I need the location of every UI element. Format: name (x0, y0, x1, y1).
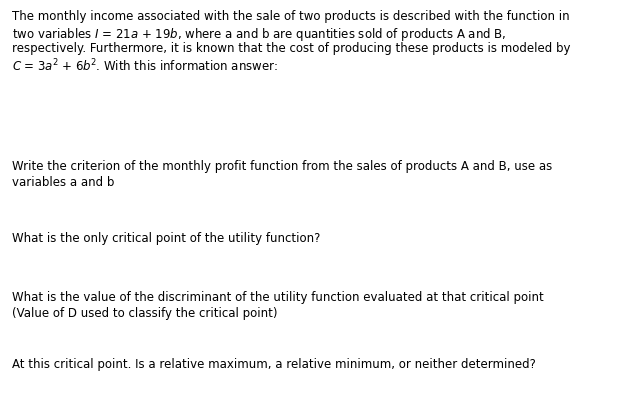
Text: The monthly income associated with the sale of two products is described with th: The monthly income associated with the s… (12, 10, 570, 23)
Text: $\it{C}$ = 3$\it{a}$$^2$ + 6$\it{b}$$^2$. With this information answer:: $\it{C}$ = 3$\it{a}$$^2$ + 6$\it{b}$$^2$… (12, 58, 278, 74)
Text: respectively. Furthermore, it is known that the cost of producing these products: respectively. Furthermore, it is known t… (12, 42, 571, 55)
Text: What is the value of the discriminant of the utility function evaluated at that : What is the value of the discriminant of… (12, 291, 544, 304)
Text: Write the criterion of the monthly profit function from the sales of products A : Write the criterion of the monthly profi… (12, 160, 553, 173)
Text: What is the only critical point of the utility function?: What is the only critical point of the u… (12, 232, 321, 245)
Text: (Value of D used to classify the critical point): (Value of D used to classify the critica… (12, 307, 277, 320)
Text: At this critical point. Is a relative maximum, a relative minimum, or neither de: At this critical point. Is a relative ma… (12, 358, 536, 371)
Text: two variables $\it{I}$ = 21$\it{a}$ + 19$\it{b}$, where a and b are quantities s: two variables $\it{I}$ = 21$\it{a}$ + 19… (12, 26, 507, 43)
Text: variables a and b: variables a and b (12, 176, 115, 189)
